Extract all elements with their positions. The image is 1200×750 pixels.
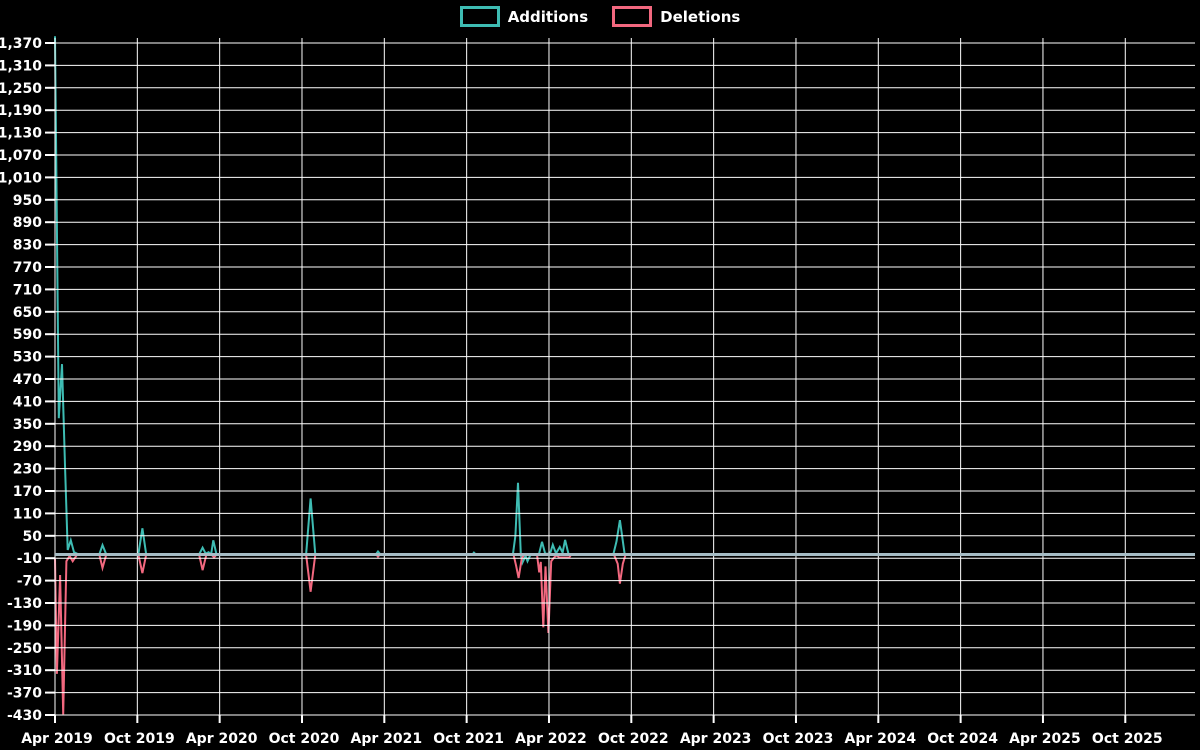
y-tick-label: 770 (13, 260, 42, 276)
additions-line (54, 36, 1195, 566)
x-tick-label: Apr 2022 (515, 731, 587, 747)
y-tick-label: 470 (13, 372, 42, 388)
x-tick-label: Oct 2025 (1092, 731, 1163, 747)
y-tick-label: 50 (23, 529, 43, 545)
y-tick-label: 290 (13, 439, 42, 455)
y-tick-label: -430 (7, 708, 42, 724)
y-tick-label: 530 (13, 350, 42, 366)
x-tick-label: Oct 2021 (433, 731, 504, 747)
x-tick-label: Oct 2020 (269, 731, 340, 747)
y-tick-label: 110 (13, 506, 42, 522)
y-tick-labels: 1,370 1,310 1,250 1,190 1,130 1,070 1,010 950 89… (0, 36, 42, 724)
x-tick-label: Apr 2021 (351, 731, 423, 747)
y-tick-label: 170 (13, 484, 42, 500)
y-tick-label: 1,130 (0, 126, 42, 142)
y-tick-label: 590 (13, 327, 42, 343)
legend-item-additions[interactable]: Additions (459, 6, 589, 27)
y-tick-label: 650 (13, 305, 42, 321)
x-tick-labels: Apr 2019 Oct 2019 Apr 2020 Oct 2020 Apr 2021… (21, 731, 1162, 747)
y-tick-label: 1,250 (0, 81, 42, 97)
x-tick-label: Apr 2019 (21, 731, 93, 747)
y-tick-label: 1,190 (0, 103, 42, 119)
y-tick-label: 890 (13, 215, 42, 231)
y-tick-label: 1,010 (0, 170, 42, 186)
y-tick-label: 950 (13, 193, 42, 209)
y-tick-label: -70 (17, 574, 43, 590)
y-tick-label: -370 (7, 686, 42, 702)
y-tick-label: 350 (13, 417, 42, 433)
y-grid (45, 42, 1195, 716)
y-tick-label: 1,370 (0, 36, 42, 52)
deletions-swatch-icon (612, 6, 653, 27)
y-tick-label: -310 (7, 663, 42, 679)
series-lines (54, 36, 1195, 715)
x-tick-label: Oct 2022 (598, 731, 669, 747)
y-tick-label: 1,070 (0, 148, 42, 164)
legend-item-deletions[interactable]: Deletions (612, 6, 740, 27)
legend: Additions Deletions (0, 6, 1200, 27)
x-tick-label: Apr 2025 (1009, 731, 1081, 747)
x-tick-label: Apr 2023 (680, 731, 752, 747)
y-tick-label: -190 (7, 618, 42, 634)
y-tick-label: 710 (13, 282, 42, 298)
x-tick-label: Apr 2024 (844, 731, 916, 747)
y-tick-label: 410 (13, 394, 42, 410)
x-grid (54, 38, 1127, 723)
legend-label-deletions: Deletions (660, 7, 741, 26)
additions-swatch-icon (459, 6, 500, 27)
x-tick-label: Oct 2019 (104, 731, 175, 747)
legend-label-additions: Additions (507, 7, 589, 26)
x-tick-label: Oct 2024 (927, 731, 998, 747)
x-tick-label: Oct 2023 (763, 731, 834, 747)
y-tick-label: -130 (7, 596, 42, 612)
y-tick-label: 830 (13, 238, 42, 254)
y-tick-label: -250 (7, 641, 42, 657)
y-tick-label: 230 (13, 462, 42, 478)
x-tick-label: Apr 2020 (186, 731, 258, 747)
y-tick-label: -10 (17, 551, 43, 567)
deletions-line (54, 553, 1195, 715)
y-tick-label: 1,310 (0, 58, 42, 74)
